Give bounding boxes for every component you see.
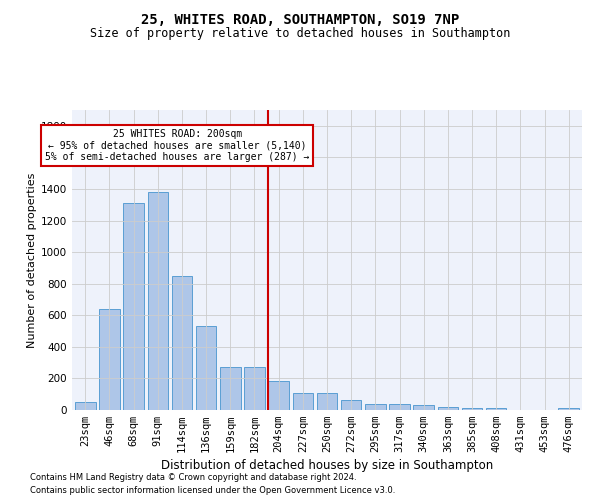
Bar	[99, 309, 120, 410]
Bar	[317, 394, 337, 410]
Bar	[75, 402, 95, 410]
Bar	[365, 404, 386, 410]
Bar	[462, 408, 482, 410]
Text: Contains public sector information licensed under the Open Government Licence v3: Contains public sector information licen…	[30, 486, 395, 495]
Text: Size of property relative to detached houses in Southampton: Size of property relative to detached ho…	[90, 28, 510, 40]
Bar	[559, 408, 579, 410]
Y-axis label: Number of detached properties: Number of detached properties	[27, 172, 37, 348]
Bar	[172, 276, 192, 410]
Bar	[268, 381, 289, 410]
Bar	[486, 408, 506, 410]
Bar	[148, 192, 168, 410]
Bar	[413, 406, 434, 410]
Text: 25, WHITES ROAD, SOUTHAMPTON, SO19 7NP: 25, WHITES ROAD, SOUTHAMPTON, SO19 7NP	[141, 12, 459, 26]
Bar	[437, 407, 458, 410]
Bar	[196, 326, 217, 410]
Bar	[124, 203, 144, 410]
Bar	[389, 404, 410, 410]
Bar	[341, 400, 361, 410]
Bar	[220, 366, 241, 410]
Text: Contains HM Land Registry data © Crown copyright and database right 2024.: Contains HM Land Registry data © Crown c…	[30, 474, 356, 482]
Text: 25 WHITES ROAD: 200sqm
← 95% of detached houses are smaller (5,140)
5% of semi-d: 25 WHITES ROAD: 200sqm ← 95% of detached…	[45, 129, 310, 162]
Bar	[293, 394, 313, 410]
X-axis label: Distribution of detached houses by size in Southampton: Distribution of detached houses by size …	[161, 460, 493, 472]
Bar	[244, 366, 265, 410]
